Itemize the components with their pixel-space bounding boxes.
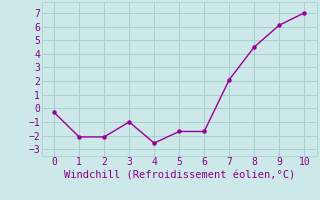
- X-axis label: Windchill (Refroidissement éolien,°C): Windchill (Refroidissement éolien,°C): [64, 170, 295, 180]
